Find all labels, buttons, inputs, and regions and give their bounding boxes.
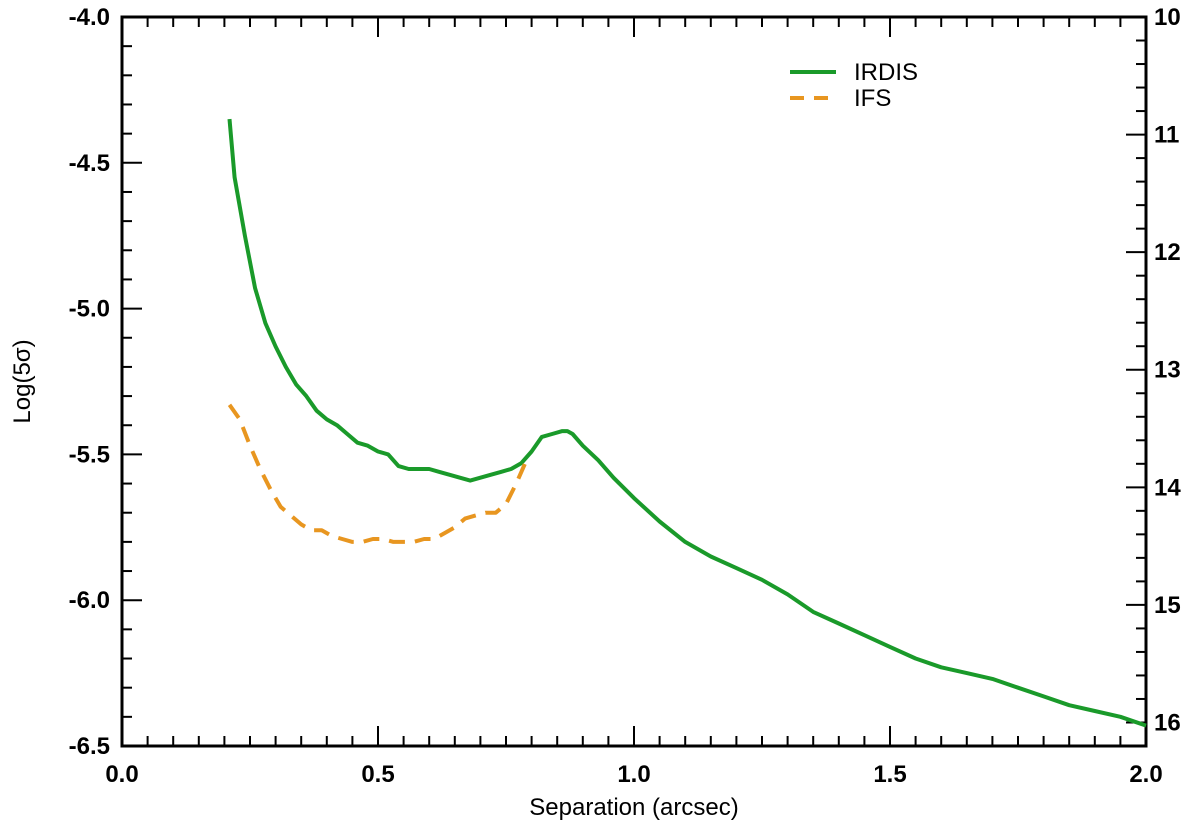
series-line-irdis — [227, 118, 1147, 728]
y-tick-label: -5.0 — [69, 296, 110, 323]
ticks: 0.0 0.5 1.0 1.5 2.0 -4.0 -4.5 -5.0 -5.5 -6.0 -6.5 1… — [69, 4, 1182, 788]
legend: IRDIS IFS — [790, 59, 918, 112]
y-axis-label: Log(5σ) — [9, 339, 36, 423]
y2-tick-label: 14 — [1154, 474, 1181, 501]
x-tick-label: 1.5 — [873, 761, 906, 788]
x-tick-label: 2.0 — [1129, 761, 1162, 788]
series-line-ifs — [227, 403, 529, 544]
y2-tick-label: 11 — [1154, 122, 1179, 149]
x-tick-label: 0.0 — [105, 761, 138, 788]
y2-tick-label: 12 — [1154, 239, 1181, 266]
y2-tick-label: 16 — [1154, 709, 1181, 736]
legend-label-irdis: IRDIS — [854, 59, 918, 86]
legend-label-ifs: IFS — [854, 85, 891, 112]
y-tick-label: -4.5 — [69, 150, 110, 177]
y2-tick-label: 13 — [1154, 357, 1181, 384]
axes — [120, 15, 1148, 748]
y2-tick-label: 15 — [1154, 592, 1181, 619]
x-axis-label: Separation (arcsec) — [529, 794, 738, 821]
y-tick-label: -4.0 — [69, 4, 110, 31]
x-tick-label: 0.5 — [361, 761, 394, 788]
x-tick-label: 1.0 — [617, 761, 650, 788]
y2-tick-label: 10 — [1154, 4, 1181, 31]
series-layer — [227, 118, 1147, 728]
plot-frame — [120, 15, 1148, 748]
y-tick-label: -6.5 — [69, 733, 110, 760]
y-tick-label: -6.0 — [69, 587, 110, 614]
y-tick-label: -5.5 — [69, 441, 110, 468]
